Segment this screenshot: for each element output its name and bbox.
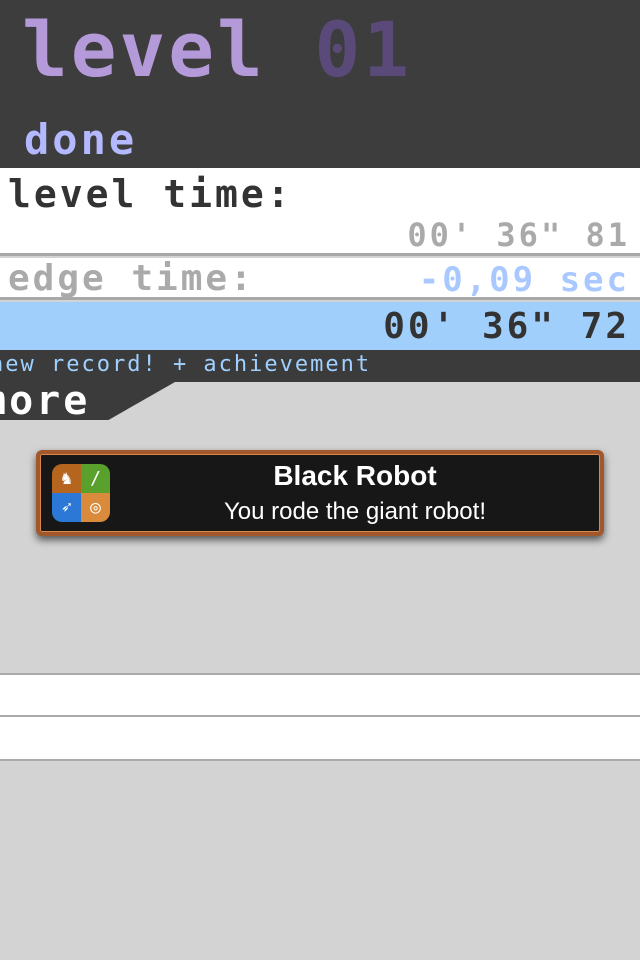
more-tab-label: more — [0, 378, 91, 424]
notification-message: You rode the giant robot! — [224, 498, 486, 525]
best-time-row: 00' 36" 72 — [0, 302, 640, 350]
chess-icon: ♞ — [52, 464, 81, 493]
level-number: 01 — [314, 5, 413, 94]
edge-time-value: -0,09 sec — [418, 260, 630, 300]
list-item[interactable] — [0, 717, 640, 761]
game-center-notification[interactable]: ♞ / ➶ ◎ Black Robot You rode the giant r… — [36, 450, 604, 536]
edge-time-label: edge time: — [8, 258, 255, 299]
target-icon: ◎ — [81, 493, 110, 522]
level-time-value: 00' 36" 81 — [407, 216, 630, 254]
edge-time-row: edge time: -0,09 sec — [0, 258, 640, 300]
level-title: level 01 — [22, 10, 412, 90]
more-tab[interactable]: more — [0, 382, 175, 420]
rocket-icon: ➶ — [52, 493, 81, 522]
notification-title: Black Robot — [273, 460, 437, 491]
header: level 01 done — [0, 0, 640, 168]
best-time-value: 00' 36" 72 — [383, 306, 630, 347]
level-time-label: level time: — [8, 172, 293, 216]
bat-icon: / — [81, 464, 110, 493]
done-button[interactable]: done — [24, 115, 138, 164]
level-label: level — [22, 5, 266, 94]
record-text: new record! + achievement — [0, 352, 372, 377]
record-banner: new record! + achievement — [0, 350, 640, 382]
game-center-icon: ♞ / ➶ ◎ — [52, 464, 110, 522]
list-item[interactable] — [0, 673, 640, 717]
level-time-row: level time: 00' 36" 81 — [0, 168, 640, 256]
